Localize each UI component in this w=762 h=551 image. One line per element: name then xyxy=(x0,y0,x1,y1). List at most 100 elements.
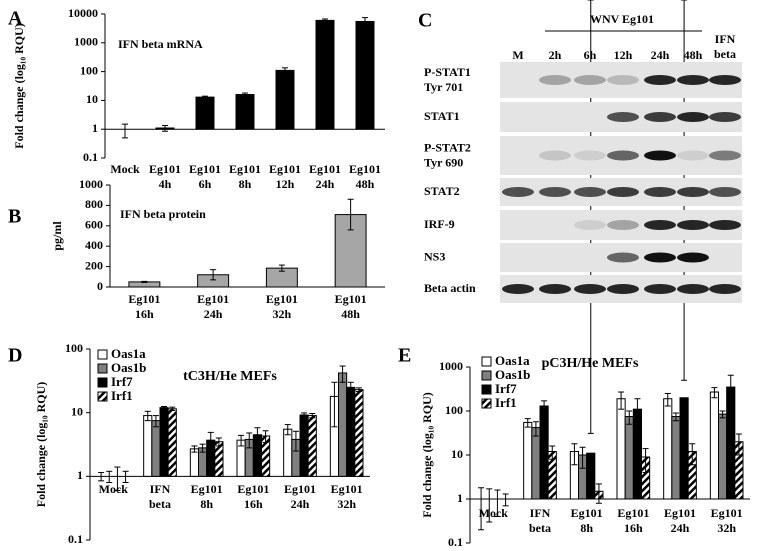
error-bar xyxy=(238,434,245,447)
blot-band xyxy=(574,187,606,197)
blot-band xyxy=(709,150,741,161)
blot-band xyxy=(677,252,709,263)
y-tick-label: 100 xyxy=(80,63,98,77)
error-bar xyxy=(242,92,248,97)
error-bar xyxy=(169,406,176,412)
panel-label: A xyxy=(8,8,23,30)
bar xyxy=(143,415,153,477)
legend-swatch xyxy=(481,356,492,367)
blot-band xyxy=(574,284,606,294)
error-bar xyxy=(571,443,578,466)
error-bar xyxy=(711,387,718,399)
error-bar xyxy=(162,124,168,132)
bar xyxy=(531,427,541,500)
y-tick-label: 400 xyxy=(85,238,103,252)
error-bar xyxy=(106,470,113,484)
error-bar xyxy=(278,264,285,272)
error-bar xyxy=(727,374,734,425)
x-tick-label: Eg101 24h xyxy=(664,506,696,535)
blot-band xyxy=(677,112,709,122)
error-bar xyxy=(191,445,198,453)
y-axis-title: pg/ml xyxy=(50,221,64,251)
bar xyxy=(235,94,255,130)
blot-band xyxy=(644,75,676,85)
x-tick-label: Eg101 48h xyxy=(349,162,381,191)
error-bar xyxy=(122,470,129,484)
error-bar xyxy=(532,421,539,437)
bar xyxy=(167,408,177,477)
error-bar xyxy=(152,415,159,428)
bar xyxy=(718,413,728,500)
x-tick-label: IFN beta xyxy=(529,506,551,535)
blot-band xyxy=(607,187,639,197)
blot-band xyxy=(644,112,676,122)
x-tick-label: Eg101 32h xyxy=(266,292,298,321)
error-bar xyxy=(246,432,253,449)
blot-band xyxy=(644,220,676,230)
blot-band xyxy=(502,187,534,197)
bar xyxy=(338,372,348,477)
bar xyxy=(586,452,596,500)
y-tick-label: 100 xyxy=(445,403,463,417)
blot-band xyxy=(709,112,741,122)
bar xyxy=(354,389,364,477)
x-tick-label: Mock xyxy=(479,506,509,520)
chart-title: IFN beta protein xyxy=(120,207,206,221)
y-tick-label: 10 xyxy=(451,447,463,461)
y-tick-label: 1000 xyxy=(439,359,463,373)
lane-label: 6h xyxy=(584,48,597,62)
error-bar xyxy=(549,445,556,460)
y-tick-label: 200 xyxy=(85,258,103,272)
chart-title: IFN beta mRNA xyxy=(118,37,203,51)
error-bar xyxy=(524,418,531,428)
error-bar xyxy=(254,427,261,445)
bar xyxy=(195,96,215,130)
bar xyxy=(299,414,309,477)
y-axis-title: Fold change (log₁₀ RQU) xyxy=(34,382,48,508)
error-bar xyxy=(719,410,726,419)
bar xyxy=(663,398,673,500)
blot-band xyxy=(677,75,709,85)
bar xyxy=(624,415,634,500)
legend-swatch xyxy=(97,363,108,374)
error-bar xyxy=(199,443,206,453)
y-tick-label: 0.1 xyxy=(448,535,463,549)
panel-label: B xyxy=(8,206,21,228)
x-tick-label: Eg101 24h xyxy=(197,292,229,321)
blot-band xyxy=(677,150,709,161)
error-bar xyxy=(689,443,696,466)
x-tick-label: Eg101 8h xyxy=(229,162,261,191)
error-bar xyxy=(292,430,299,452)
error-bar xyxy=(502,493,509,507)
bar xyxy=(275,69,295,130)
error-bar xyxy=(331,381,338,428)
row-label: P-STAT1 Tyr 701 xyxy=(424,65,471,94)
error-bar xyxy=(322,18,328,23)
error-bar xyxy=(114,466,121,491)
y-tick-label: 800 xyxy=(85,197,103,211)
legend-label: Oas1b xyxy=(111,360,146,375)
bar xyxy=(315,19,335,130)
bar xyxy=(671,415,681,500)
blot-band xyxy=(539,187,571,197)
error-bar xyxy=(141,280,148,283)
error-bar xyxy=(301,412,308,418)
x-tick-label: IFN beta xyxy=(149,482,171,511)
bar xyxy=(214,441,224,477)
row-label: P-STAT2 Tyr 690 xyxy=(424,140,471,169)
error-bar xyxy=(672,412,679,422)
row-label: STAT1 xyxy=(424,109,460,123)
x-tick-label: Eg101 32h xyxy=(711,506,743,535)
x-tick-label: Eg101 12h xyxy=(269,162,301,191)
bar xyxy=(709,391,719,500)
legend-label: Oas1a xyxy=(111,346,146,361)
blot-band xyxy=(574,150,606,161)
legend-swatch xyxy=(97,349,108,360)
error-bar xyxy=(664,392,671,407)
bar xyxy=(523,421,533,500)
blot-band xyxy=(677,220,709,230)
panel-label: C xyxy=(418,10,432,32)
bar xyxy=(616,398,626,500)
error-bar xyxy=(161,405,168,410)
error-bar xyxy=(122,123,128,139)
